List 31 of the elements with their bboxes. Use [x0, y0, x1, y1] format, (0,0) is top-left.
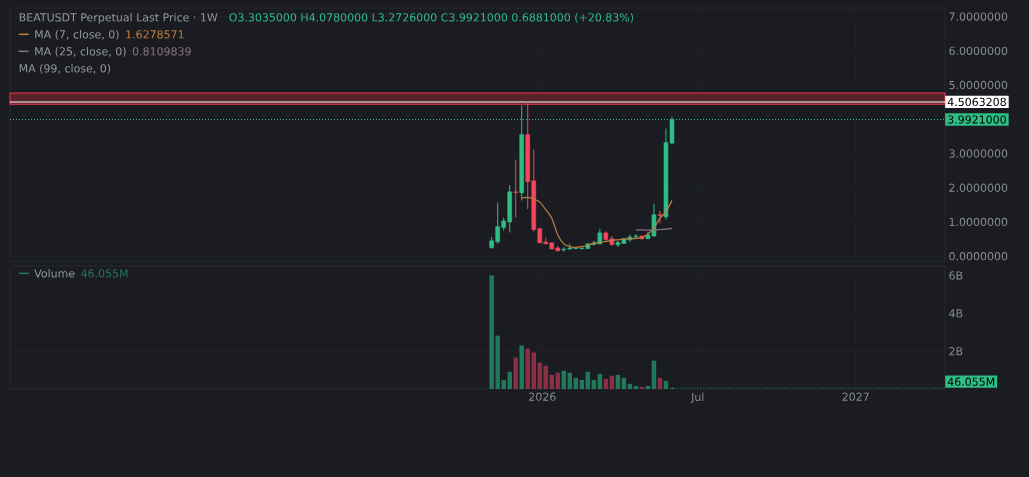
chart-title: BEATUSDT Perpetual Last Price · 1W	[19, 13, 218, 24]
line-series	[521, 196, 673, 248]
bar	[519, 345, 524, 389]
y-tick-label: 1.0000000	[949, 217, 1008, 227]
annotation: 46.055M	[81, 269, 128, 278]
ref-line-label: 4.5063208	[947, 97, 1006, 107]
y-tick-label: 0.0000000	[949, 252, 1008, 261]
ref-line-label: 3.9921000	[948, 115, 1006, 124]
annotation: 1.6278571	[126, 30, 184, 39]
x-tick-label: 2027	[842, 392, 869, 401]
legend-label: Volume	[34, 269, 75, 278]
y-tick-label: 3.0000000	[949, 149, 1008, 158]
legend-label: MA (7, close, 0)	[35, 30, 119, 40]
chart-subtitle: O3.3035000 H4.0780000 L3.2726000 C3.9921000 0.6881000 (+20.83%)	[229, 13, 634, 23]
annotation: 46.055M	[947, 377, 995, 386]
x-tick-label: Jul	[690, 392, 704, 404]
annotation: MA (99, close, 0)	[19, 64, 111, 74]
y-tick-label: 5.0000000	[949, 80, 1008, 90]
y-tick-label: 6B	[949, 271, 963, 280]
candlestick	[513, 159, 518, 218]
y-tick-label: 4B	[949, 309, 963, 318]
y-tick-label: 6.0000000	[949, 46, 1008, 55]
annotation: 0.8109839	[132, 47, 191, 56]
bar	[513, 357, 518, 389]
x-tick-label: 2026	[529, 392, 556, 401]
bar	[531, 352, 536, 389]
y-tick-label: 7.0000000	[949, 12, 1008, 21]
legend-label: MA (25, close, 0)	[35, 47, 126, 57]
candlestick	[657, 210, 663, 224]
y-tick-label: 2.0000000	[949, 183, 1008, 192]
y-tick-label: 2B	[949, 347, 963, 356]
